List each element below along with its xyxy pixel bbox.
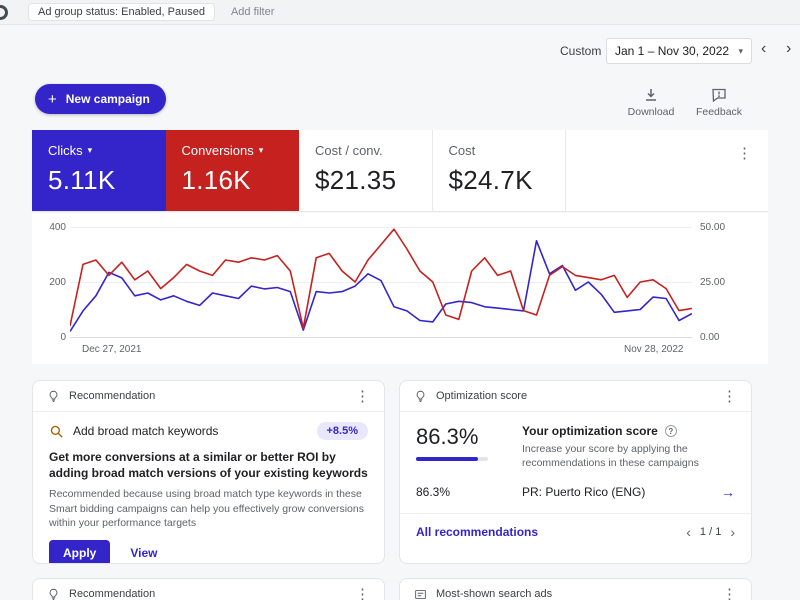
recommendation-card: Recommendation ⋮ Add broad match keyword… [32,380,385,564]
metric-card-clicks[interactable]: Clicks ▾ 5.11K [32,130,166,211]
campaign-score: 86.3% [416,485,451,500]
page-previous-icon[interactable]: ‹ [686,524,691,541]
lightbulb-icon [49,588,58,600]
card-body: Add broad match keywords +8.5% Get more … [33,412,384,563]
feedback-button[interactable]: Feedback [688,87,750,118]
divider [400,513,751,515]
page-indicator: 1 / 1 [699,526,722,539]
score-details: Your optimization score ? Increase your … [522,424,735,470]
next-period-button[interactable]: › [786,40,792,57]
keyword-search-icon [50,425,63,438]
metric-strip-spacer: ⋮ [566,130,768,211]
campaign-name: PR: Puerto Rico (ENG) [522,485,646,500]
view-link[interactable]: View [130,545,158,560]
optimization-progress-bar [416,457,488,461]
card-title: Recommendation [69,588,156,600]
optimization-progress-fill [416,457,479,461]
score-summary: 86.3% [416,424,504,470]
recommendation-description: Recommended because using broad match ty… [49,488,364,530]
gridline [70,282,692,283]
metric-strip: Clicks ▾ 5.11K Conversions ▾ 1.16K Cost / … [32,130,768,212]
optimization-score-card: Optimization score ⋮ 86.3% Your optimiza… [399,380,752,564]
most-shown-search-ads-card-partial: Most-shown search ads ⋮ [399,578,752,600]
chart-plot-area [70,227,692,337]
recommendation-actions: Apply View [49,539,368,563]
metric-label: Cost [448,143,476,158]
date-range-value: Jan 1 – Nov 30, 2022 [615,44,730,58]
chevron-down-icon: ▾ [738,45,743,56]
recommendation-headline: Get more conversions at a similar or bet… [49,450,368,481]
campaign-score-row[interactable]: 86.3% PR: Puerto Rico (ENG) → [416,484,735,500]
chevron-down-icon: ▾ [258,145,264,155]
card-title: Optimization score [436,390,528,402]
download-button[interactable]: Download [620,87,682,118]
filter-bar: Ad group status: Enabled, Paused Add fil… [0,0,800,25]
lightbulb-icon [49,390,58,402]
y-axis-tick-left: 400 [49,222,66,233]
feedback-label: Feedback [695,106,743,118]
chevron-down-icon: ▾ [87,145,93,155]
recommendation-card-partial: Recommendation ⋮ [32,578,385,600]
new-campaign-label: New campaign [65,92,150,106]
download-label: Download [627,106,675,118]
x-axis-end-label: Nov 28, 2022 [624,344,684,355]
overflow-menu-icon[interactable]: ⋮ [355,387,370,405]
download-icon [646,89,656,101]
lightbulb-icon [416,390,425,402]
overflow-menu-icon[interactable]: ⋮ [737,145,752,162]
overflow-menu-icon[interactable]: ⋮ [722,387,737,405]
optimization-description: Increase your score by applying the reco… [522,443,699,470]
uplift-badge: +8.5% [316,422,368,440]
metric-label: Conversions [181,143,254,158]
metric-card-cost-per-conv[interactable]: Cost / conv. $21.35 [299,130,433,211]
x-axis-start-label: Dec 27, 2021 [82,344,142,355]
y-axis-tick-right: 50.00 [700,222,726,233]
previous-period-button[interactable]: ‹ [761,40,767,57]
chart-lines [70,227,692,337]
y-axis-tick-right: 0.00 [700,332,720,343]
metric-value: 1.16K [181,165,251,195]
pagination: ‹ 1 / 1 › [686,525,735,539]
page-next-icon[interactable]: › [730,524,735,541]
add-filter-button[interactable]: Add filter [230,6,275,18]
gridline [70,227,692,228]
arrow-right-icon[interactable]: → [721,484,735,501]
plus-icon: + [48,90,57,108]
overflow-menu-icon[interactable]: ⋮ [722,585,737,600]
card-title: Most-shown search ads [436,588,553,600]
card-title: Recommendation [69,390,156,402]
date-range-type-label: Custom [560,44,602,58]
card-header: Optimization score ⋮ [400,381,751,412]
card-header: Recommendation ⋮ [33,381,384,412]
status-filter-chip[interactable]: Ad group status: Enabled, Paused [28,3,215,21]
metric-value: 5.11K [48,165,116,195]
metric-label: Cost / conv. [315,143,383,158]
date-range-picker[interactable]: Jan 1 – Nov 30, 2022 ▾ [606,38,752,64]
feedback-icon [712,88,726,103]
overflow-menu-icon[interactable]: ⋮ [355,585,370,600]
metric-value: $21.35 [315,165,397,195]
keyword-recommendation-row: Add broad match keywords +8.5% [49,422,368,440]
apply-button[interactable]: Apply [49,539,111,563]
optimization-title: Your optimization score [522,424,658,438]
performance-chart: 400 200 0 50.00 25.00 0.00 Dec 27, 2021 … [32,213,768,364]
card-header: Recommendation ⋮ [33,579,384,600]
metric-label: Clicks [48,143,83,158]
metric-value: $24.7K [448,165,533,195]
all-recommendations-link[interactable]: All recommendations [416,525,539,540]
help-icon[interactable]: ? [664,425,677,437]
keyword-recommendation-title: Add broad match keywords [73,424,219,438]
card-header: Most-shown search ads ⋮ [400,579,751,600]
account-icon [0,5,8,20]
card-body: 86.3% Your optimization score ? Increase… [400,412,751,549]
new-campaign-button[interactable]: + New campaign [35,84,166,114]
y-axis-tick-left: 0 [60,332,66,343]
optimization-score-value: 86.3% [416,424,479,449]
metric-card-cost[interactable]: Cost $24.7K [433,130,566,211]
metric-card-conversions[interactable]: Conversions ▾ 1.16K [165,130,299,211]
search-ads-icon [415,589,426,599]
y-axis-tick-right: 25.00 [700,277,726,288]
x-axis-line [70,337,692,338]
y-axis-tick-left: 200 [49,277,66,288]
